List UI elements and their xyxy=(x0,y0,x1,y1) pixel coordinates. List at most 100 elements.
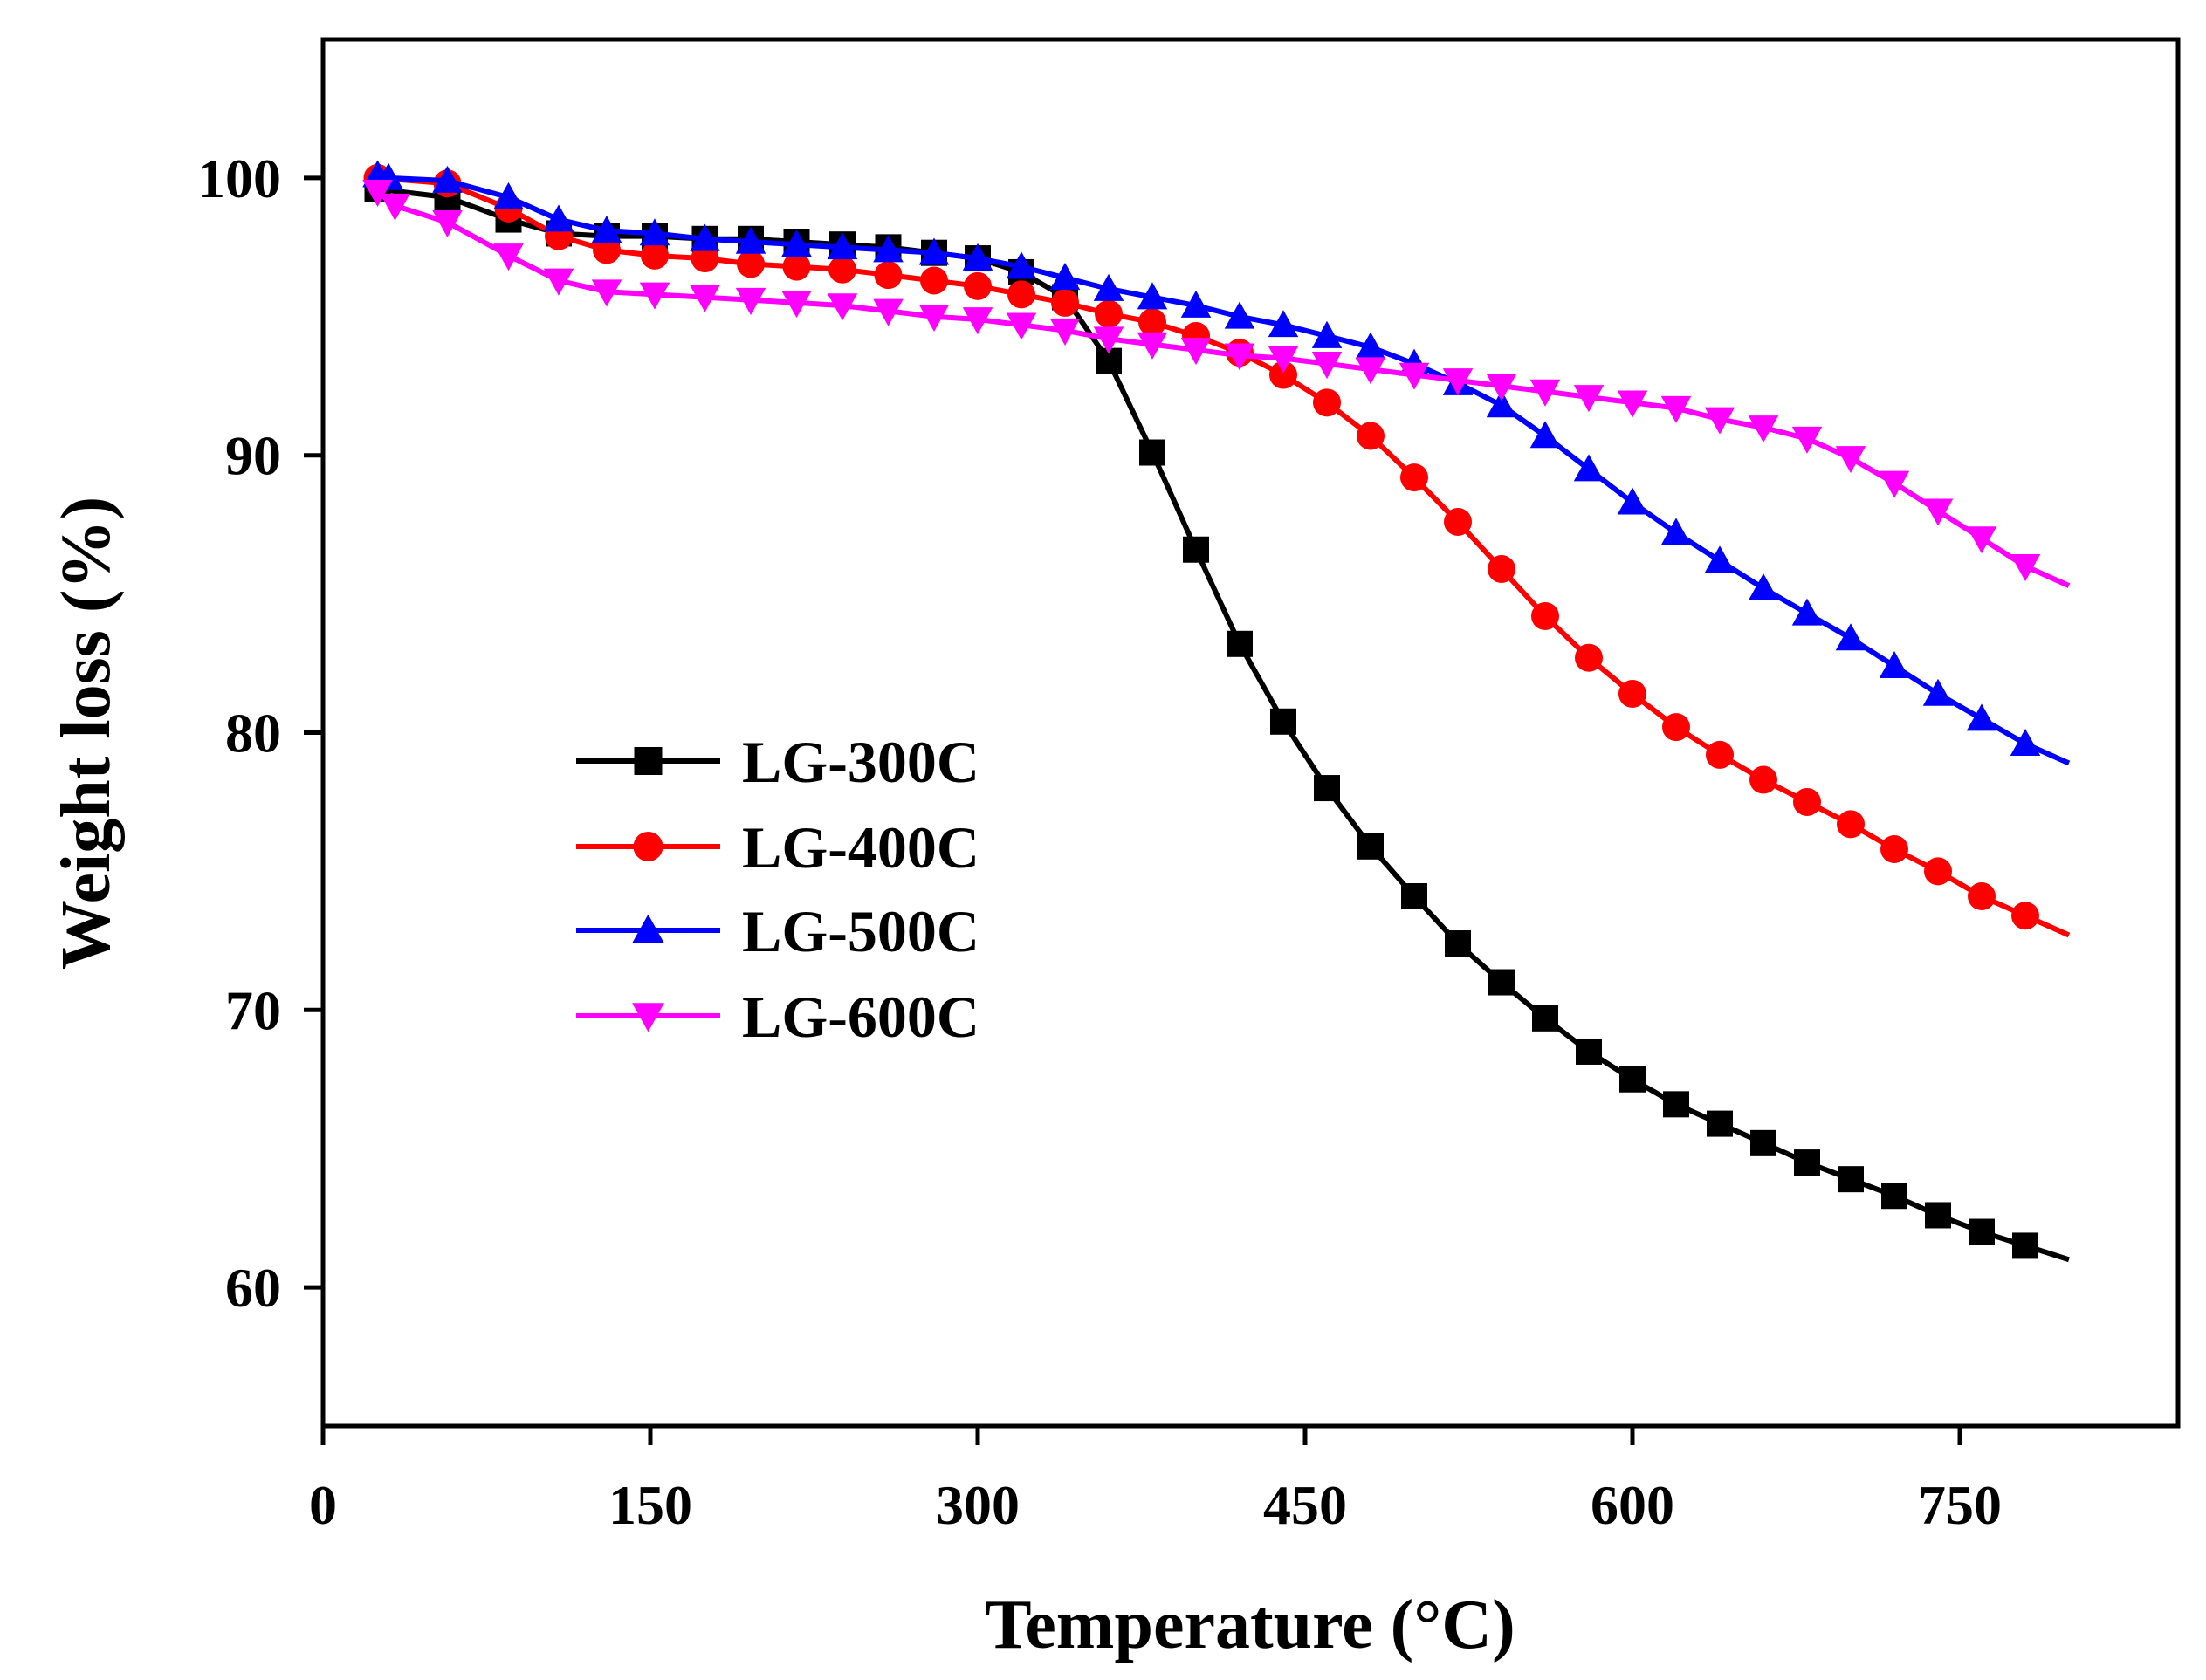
legend-item-lg-600c: LG-600C xyxy=(576,984,979,1050)
data-point-lg-500c xyxy=(639,218,670,246)
data-point-lg-500c xyxy=(690,223,720,251)
data-point-lg-600c xyxy=(1006,312,1037,340)
data-point-lg-500c xyxy=(735,226,766,254)
data-point-lg-300c xyxy=(1925,1202,1951,1229)
data-point-lg-400c xyxy=(2011,902,2039,930)
data-point-lg-500c xyxy=(1529,421,1561,449)
data-point-lg-500c xyxy=(781,229,812,257)
data-point-lg-400c xyxy=(920,266,948,295)
data-point-lg-500c xyxy=(543,204,574,232)
data-point-lg-300c xyxy=(1576,1038,1602,1065)
legend-marker-lg-300c xyxy=(634,747,663,775)
y-tick-label: 60 xyxy=(225,1257,281,1319)
legend-marker-lg-400c xyxy=(633,832,663,861)
data-point-lg-600c xyxy=(873,298,904,326)
data-point-lg-300c xyxy=(1750,1129,1776,1156)
x-tick-label: 300 xyxy=(936,1474,1020,1536)
legend: LG-300C LG-400C LG-500C LG-600C xyxy=(576,729,979,1050)
data-point-lg-400c xyxy=(1837,810,1865,839)
data-point-lg-400c xyxy=(1924,857,1952,886)
x-axis-title: Temperature (°C) xyxy=(985,1587,1515,1663)
data-point-lg-500c xyxy=(1879,650,1910,679)
x-tick-label: 450 xyxy=(1263,1474,1347,1536)
data-point-lg-300c xyxy=(1532,1005,1558,1032)
data-point-lg-500c xyxy=(432,165,463,193)
data-point-lg-600c xyxy=(1791,426,1823,454)
data-point-lg-400c xyxy=(782,252,811,281)
data-point-lg-600c xyxy=(1529,379,1561,407)
data-point-lg-500c xyxy=(1791,598,1823,626)
data-point-lg-300c xyxy=(1881,1183,1907,1210)
data-point-lg-500c xyxy=(1617,487,1648,515)
data-point-lg-600c xyxy=(1093,326,1124,354)
data-point-lg-500c xyxy=(1660,518,1692,545)
y-tick-label: 100 xyxy=(197,147,281,209)
legend-label-lg-400c: LG-400C xyxy=(742,814,979,881)
data-point-lg-600c xyxy=(1617,390,1648,418)
data-point-lg-400c xyxy=(593,236,621,264)
data-point-lg-500c xyxy=(1311,320,1343,348)
legend-item-lg-400c: LG-400C xyxy=(576,814,979,881)
data-point-lg-400c xyxy=(874,261,903,290)
legend-item-lg-500c: LG-500C xyxy=(576,898,979,964)
data-point-lg-600c xyxy=(591,279,622,307)
data-point-lg-600c xyxy=(781,291,812,319)
data-point-lg-600c xyxy=(639,282,670,310)
x-tick-label: 750 xyxy=(1918,1474,2002,1536)
ticks-layer: 0 150 300 450 600 750 60 70 80 90 100 xyxy=(197,147,2002,1536)
y-tick-label: 90 xyxy=(225,425,281,487)
data-point-lg-600c xyxy=(362,179,393,208)
data-point-lg-400c xyxy=(1488,554,1515,583)
data-point-lg-600c xyxy=(1573,385,1605,413)
data-point-lg-500c xyxy=(1268,310,1299,338)
data-point-lg-500c xyxy=(1573,454,1605,482)
data-point-lg-300c xyxy=(1183,536,1209,563)
data-point-lg-600c xyxy=(1660,395,1692,423)
data-point-lg-400c xyxy=(1095,299,1123,328)
data-point-lg-400c xyxy=(1531,602,1559,631)
legend-item-lg-300c: LG-300C xyxy=(576,729,979,795)
data-point-lg-500c xyxy=(962,243,993,271)
data-point-lg-500c xyxy=(1355,332,1386,360)
series-lg-600c xyxy=(362,179,2071,588)
data-point-lg-400c xyxy=(641,241,669,270)
data-point-lg-600c xyxy=(1224,343,1255,371)
data-point-lg-600c xyxy=(1922,498,1954,526)
data-point-lg-600c xyxy=(1268,346,1299,374)
data-point-lg-500c xyxy=(873,235,904,263)
data-point-lg-400c xyxy=(1575,643,1603,672)
data-point-lg-500c xyxy=(1093,273,1124,301)
data-point-lg-400c xyxy=(1618,680,1646,709)
data-point-lg-600c xyxy=(1180,338,1212,366)
data-point-lg-300c xyxy=(1227,630,1253,657)
y-axis-title: Weight loss (%) xyxy=(48,497,125,970)
data-point-lg-600c xyxy=(918,305,950,333)
data-point-lg-500c xyxy=(1748,573,1779,601)
data-point-lg-600c xyxy=(1835,446,1866,474)
data-point-lg-400c xyxy=(1749,765,1777,794)
data-point-lg-400c xyxy=(1051,288,1079,317)
data-point-lg-500c xyxy=(1704,545,1735,573)
data-point-lg-600c xyxy=(690,285,720,312)
data-point-lg-500c xyxy=(1966,703,1997,731)
data-point-lg-400c xyxy=(737,250,765,278)
data-point-lg-600c xyxy=(432,209,463,237)
data-point-lg-500c xyxy=(493,182,524,209)
data-point-lg-600c xyxy=(1137,332,1168,360)
data-point-lg-500c xyxy=(2010,728,2041,757)
data-point-lg-500c xyxy=(1922,678,1954,706)
data-point-lg-400c xyxy=(1444,507,1472,536)
data-point-lg-500c xyxy=(1224,301,1255,329)
data-point-lg-500c xyxy=(827,232,858,260)
data-point-lg-400c xyxy=(1357,422,1385,450)
data-point-lg-400c xyxy=(964,271,992,300)
data-point-lg-400c xyxy=(1400,463,1428,492)
data-point-lg-300c xyxy=(1707,1110,1733,1137)
data-point-lg-600c xyxy=(493,243,524,271)
data-point-lg-400c xyxy=(691,244,719,273)
legend-marker-lg-500c xyxy=(632,914,664,943)
data-point-lg-600c xyxy=(1311,352,1343,380)
x-tick-label: 150 xyxy=(608,1474,692,1536)
data-point-lg-500c xyxy=(1180,290,1212,318)
data-point-lg-600c xyxy=(543,268,574,296)
